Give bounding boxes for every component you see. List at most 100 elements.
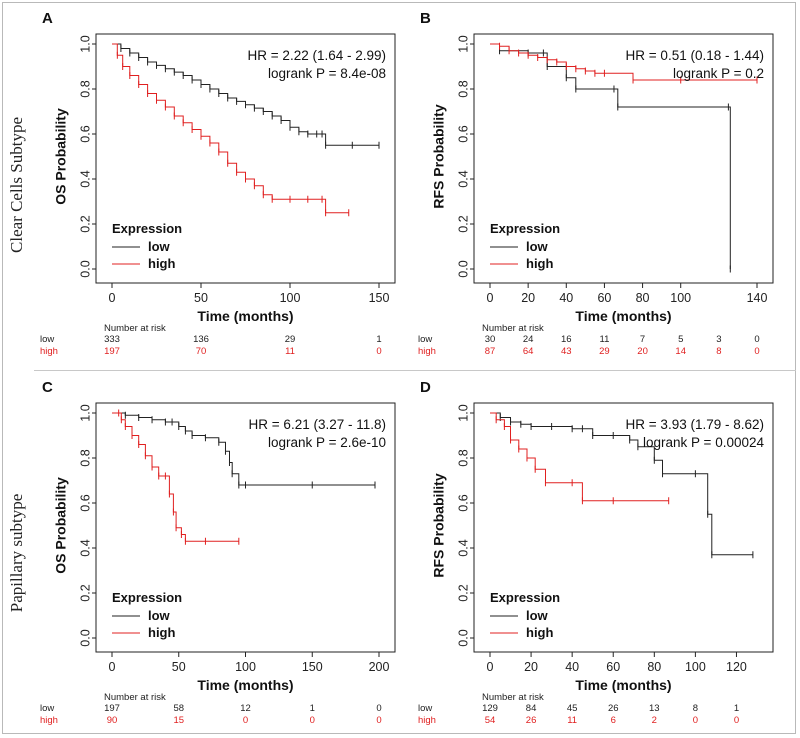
- x-tick-label: 150: [369, 291, 390, 305]
- risk-value-high: 0: [376, 715, 381, 726]
- risk-table-title: Number at risk: [482, 692, 544, 703]
- risk-value-low: 11: [599, 334, 609, 345]
- risk-value-low: 13: [649, 703, 660, 714]
- legend-label-high: high: [148, 256, 175, 271]
- km-curve-low: [112, 43, 380, 149]
- y-tick-label: 0.0: [78, 260, 92, 277]
- x-tick-label: 100: [235, 660, 256, 674]
- plot-frame: [473, 33, 774, 284]
- risk-table-title: Number at risk: [482, 323, 544, 334]
- risk-value-high: 70: [196, 346, 207, 357]
- risk-value-high: 8: [716, 346, 721, 357]
- risk-value-low: 0: [376, 703, 381, 714]
- section-divider: [34, 370, 796, 371]
- risk-value-low: 24: [523, 334, 534, 345]
- risk-value-low: 84: [526, 703, 537, 714]
- y-tick-label: 0.4: [78, 170, 92, 187]
- x-tick-label: 0: [487, 660, 494, 674]
- x-tick-label: 50: [172, 660, 186, 674]
- legend-label-low: low: [148, 608, 171, 623]
- y-tick-label: 1.0: [456, 404, 470, 421]
- risk-value-low: 8: [693, 703, 698, 714]
- risk-value-high: 54: [485, 715, 496, 726]
- legend-title: Expression: [112, 221, 182, 236]
- x-tick-label: 0: [109, 660, 116, 674]
- x-tick-label: 60: [597, 291, 611, 305]
- y-axis-label: OS Probability: [53, 477, 69, 574]
- km-line-low: [490, 43, 731, 269]
- risk-value-low: 7: [640, 334, 645, 345]
- risk-value-high: 43: [561, 346, 572, 357]
- row-label-clear-cells: Clear Cells Subtype: [7, 117, 26, 253]
- risk-value-high: 20: [637, 346, 648, 357]
- panel-letter: D: [420, 379, 431, 396]
- risk-value-high: 0: [376, 346, 381, 357]
- km-line-low: [490, 412, 753, 556]
- km-curve-high: [490, 42, 758, 84]
- risk-row-label-high: high: [418, 346, 436, 357]
- risk-row-label-low: low: [40, 703, 54, 714]
- legend-title: Expression: [490, 590, 560, 605]
- risk-row-label-low: low: [418, 334, 432, 345]
- risk-value-low: 197: [104, 703, 120, 714]
- risk-table-title: Number at risk: [104, 323, 166, 334]
- y-tick-label: 0.0: [456, 629, 470, 646]
- risk-value-high: 26: [526, 715, 537, 726]
- x-tick-label: 120: [726, 660, 747, 674]
- y-axis-label: RFS Probability: [431, 473, 447, 577]
- y-tick-label: 0.4: [78, 539, 92, 556]
- y-tick-label: 0.8: [78, 80, 92, 97]
- x-tick-label: 80: [636, 291, 650, 305]
- km-line-high: [112, 412, 239, 542]
- legend-label-high: high: [526, 625, 553, 640]
- km-curve-high: [112, 43, 350, 217]
- y-tick-label: 0.2: [78, 584, 92, 601]
- risk-value-high: 87: [485, 346, 496, 357]
- x-tick-label: 150: [302, 660, 323, 674]
- svg-text:Clear Cells Subtype: Clear Cells Subtype: [7, 117, 26, 253]
- legend-label-low: low: [148, 239, 171, 254]
- x-axis-label: Time (months): [197, 308, 293, 324]
- y-axis-label: OS Probability: [53, 108, 69, 205]
- logrank-annotation: logrank P = 2.6e-10: [268, 435, 386, 450]
- risk-value-low: 5: [678, 334, 683, 345]
- risk-value-high: 197: [104, 346, 120, 357]
- x-tick-label: 140: [747, 291, 768, 305]
- risk-value-high: 0: [243, 715, 248, 726]
- risk-value-low: 26: [608, 703, 619, 714]
- x-axis-label: Time (months): [197, 677, 293, 693]
- y-tick-label: 0.8: [78, 449, 92, 466]
- panel-a: A 0.0 0.2 0.4 0.6 0.8 1.0 OS Probability 0 50 100 1…: [40, 10, 396, 357]
- risk-value-high: 11: [567, 715, 577, 726]
- legend-label-high: high: [148, 625, 175, 640]
- x-tick-label: 60: [606, 660, 620, 674]
- y-tick-label: 1.0: [78, 404, 92, 421]
- risk-value-low: 29: [285, 334, 296, 345]
- logrank-annotation: logrank P = 0.2: [673, 66, 764, 81]
- legend-label-high: high: [526, 256, 553, 271]
- x-tick-label: 80: [647, 660, 661, 674]
- km-curve-low: [112, 411, 376, 489]
- x-tick-label: 20: [524, 660, 538, 674]
- risk-value-low: 1: [310, 703, 315, 714]
- risk-value-low: 333: [104, 334, 120, 345]
- y-tick-label: 1.0: [78, 35, 92, 52]
- y-tick-label: 0.2: [456, 584, 470, 601]
- risk-value-high: 2: [652, 715, 657, 726]
- y-tick-label: 0.6: [456, 125, 470, 142]
- risk-value-low: 30: [485, 334, 496, 345]
- risk-value-low: 45: [567, 703, 578, 714]
- risk-value-high: 0: [734, 715, 739, 726]
- legend-label-low: low: [526, 608, 549, 623]
- risk-row-label-high: high: [40, 715, 58, 726]
- risk-value-high: 14: [675, 346, 686, 357]
- risk-value-high: 64: [523, 346, 534, 357]
- risk-value-low: 129: [482, 703, 498, 714]
- legend-title: Expression: [490, 221, 560, 236]
- legend-title: Expression: [112, 590, 182, 605]
- hr-annotation: HR = 2.22 (1.64 - 2.99): [248, 48, 386, 63]
- risk-value-low: 1: [734, 703, 739, 714]
- panel-b: B 0.0 0.2 0.4 0.6 0.8 1.0 RFS Probability 0 20 40 6…: [418, 10, 774, 357]
- y-tick-label: 0.0: [78, 629, 92, 646]
